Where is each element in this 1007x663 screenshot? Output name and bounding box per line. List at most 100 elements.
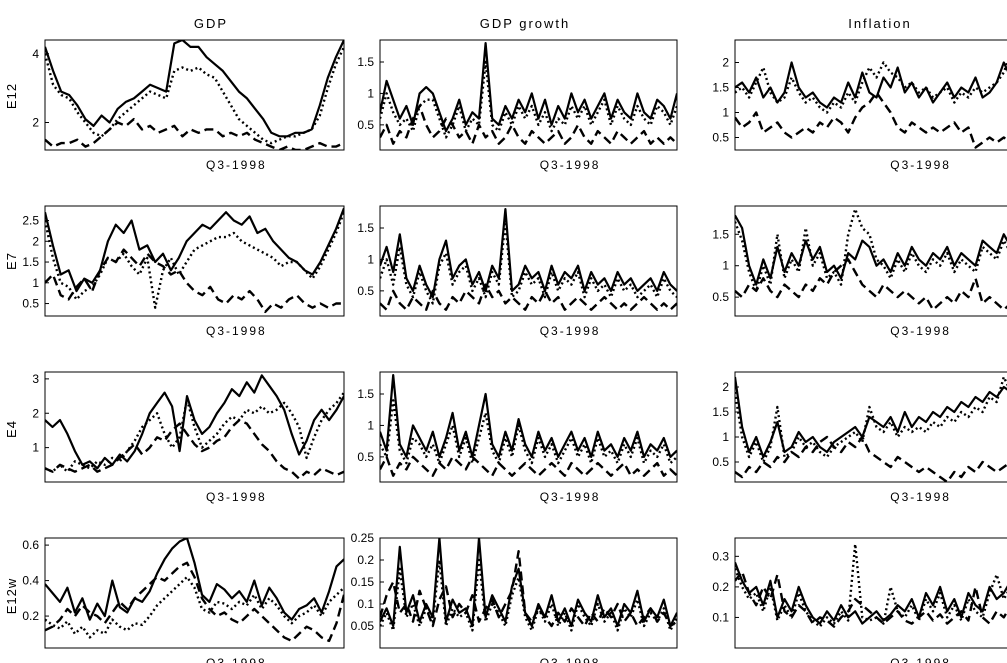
series-line-solid xyxy=(380,41,677,133)
panel-e7-inflation: 0.5 1 1.5 Q3-1998 xyxy=(712,205,1007,338)
x-annotation: Q3-1998 xyxy=(890,158,951,172)
y-tick-label: 0.2 xyxy=(22,609,39,623)
y-tick-label: 1 xyxy=(722,259,729,273)
y-tick-label: 2 xyxy=(32,116,39,130)
series-line-dashed xyxy=(45,418,344,480)
panel-e12w-inflation: 0.1 0.2 0.3 Q3-1998 xyxy=(712,537,1007,663)
y-tick-label: 0.5 xyxy=(357,284,374,298)
x-annotation: Q3-1998 xyxy=(540,656,601,663)
column-title-inflation: Inflation xyxy=(848,16,912,31)
y-tick-label: 1.5 xyxy=(357,55,374,69)
y-tick-label: 1 xyxy=(722,430,729,444)
y-tick-label: 0.1 xyxy=(712,610,729,624)
plot-frame xyxy=(44,537,345,649)
row-labels: E12 E7 E4 E12w xyxy=(4,83,19,614)
y-tick-label: 1.5 xyxy=(712,227,729,241)
panel-e12-inflation: 0.5 1 1.5 2 Q3-1998 xyxy=(712,39,1007,172)
series-line-dotted xyxy=(380,220,677,305)
y-tick-label: 0.1 xyxy=(357,597,374,611)
plot-frame xyxy=(379,205,678,317)
series-line-dotted xyxy=(735,207,1007,293)
y-tick-label: 2 xyxy=(722,380,729,394)
series-group xyxy=(735,59,1007,149)
y-tick-label: 1 xyxy=(367,252,374,266)
panel-e7-gdp: 0.5 1 1.5 2 2.5 Q3-1998 xyxy=(22,205,345,338)
series-line-dashed xyxy=(45,117,344,150)
y-tick-label: 0.2 xyxy=(712,580,729,594)
series-line-dotted xyxy=(380,60,677,139)
panel-e4-gdp: 1 2 3 Q3-1998 xyxy=(32,371,345,504)
y-tick-label: 0.4 xyxy=(22,574,39,588)
row-label-e12: E12 xyxy=(4,83,19,109)
series-group xyxy=(380,374,677,477)
panel-e12w-gdp: 0.2 0.4 0.6 Q3-1998 xyxy=(22,537,345,663)
series-line-dotted xyxy=(380,558,677,632)
y-tick-label: 1 xyxy=(367,418,374,432)
plot-frame xyxy=(734,371,1007,483)
series-group xyxy=(45,207,344,313)
x-annotation: Q3-1998 xyxy=(540,158,601,172)
series-line-dotted xyxy=(735,59,1007,114)
panel-e4-gdp-growth: 0.5 1 1.5 Q3-1998 xyxy=(357,371,678,504)
series-line-dashed xyxy=(735,435,1007,482)
plot-frame xyxy=(379,371,678,483)
series-line-solid xyxy=(45,40,344,138)
series-group xyxy=(380,41,677,145)
y-tick-label: 2 xyxy=(32,406,39,420)
panel-e4-inflation: 0.5 1 1.5 2 Q3-1998 xyxy=(712,371,1007,504)
y-tick-label: 0.05 xyxy=(351,619,375,633)
x-annotation: Q3-1998 xyxy=(890,490,951,504)
y-tick-label: 0.15 xyxy=(351,575,375,589)
x-annotation: Q3-1998 xyxy=(890,324,951,338)
y-tick-label: 0.6 xyxy=(22,538,39,552)
series-line-dashed xyxy=(735,258,1007,311)
column-title-gdp: GDP xyxy=(194,16,228,31)
panel-e12-gdp: 2 4 Q3-1998 xyxy=(32,39,345,172)
y-tick-label: 0.5 xyxy=(712,455,729,469)
panel-e12-gdp-growth: 0.5 1 1.5 Q3-1998 xyxy=(357,39,678,172)
series-line-solid xyxy=(735,376,1007,459)
series-line-dotted xyxy=(45,391,344,473)
series-group xyxy=(380,538,677,632)
series-line-solid xyxy=(380,208,677,299)
y-tick-label: 0.5 xyxy=(712,131,729,145)
panel-e7-gdp-growth: 0.5 1 1.5 Q3-1998 xyxy=(357,205,678,338)
series-line-dashed xyxy=(45,561,344,643)
y-tick-label: 1 xyxy=(32,441,39,455)
x-annotation: Q3-1998 xyxy=(540,490,601,504)
panels: 24Q3-19980.511.5Q3-19980.511.52Q3-19980.… xyxy=(22,39,1007,663)
y-tick-label: 2 xyxy=(32,234,39,248)
plot-frame xyxy=(379,537,678,649)
x-annotation: Q3-1998 xyxy=(206,656,267,663)
series-group xyxy=(45,40,344,150)
plot-frame xyxy=(734,39,1007,151)
y-tick-label: 1.5 xyxy=(357,221,374,235)
y-tick-label: 0.5 xyxy=(712,290,729,304)
plot-frame xyxy=(44,371,345,483)
series-line-dashed xyxy=(735,91,1007,149)
series-group xyxy=(735,542,1007,628)
y-tick-label: 0.3 xyxy=(712,549,729,563)
row-label-e12w: E12w xyxy=(4,578,19,615)
y-tick-label: 0.2 xyxy=(357,553,374,567)
series-line-dotted xyxy=(45,575,344,639)
plot-frame xyxy=(734,537,1007,649)
y-tick-label: 1 xyxy=(367,86,374,100)
series-line-solid xyxy=(380,538,677,628)
plot-frame xyxy=(379,39,678,151)
series-line-dotted xyxy=(45,211,344,309)
series-line-dashed xyxy=(45,248,344,313)
series-line-solid xyxy=(45,207,344,293)
series-line-dashed xyxy=(380,455,677,477)
series-group xyxy=(735,375,1007,482)
panel-e12w-gdp-growth: 0.05 0.1 0.15 0.2 0.25 Q3-1998 xyxy=(351,531,678,663)
y-tick-label: 3 xyxy=(32,372,39,386)
series-line-dashed xyxy=(380,550,677,628)
y-tick-label: 0.25 xyxy=(351,531,375,545)
y-tick-label: 1 xyxy=(722,106,729,120)
y-tick-label: 1.5 xyxy=(22,255,39,269)
y-tick-label: 4 xyxy=(32,47,39,61)
y-tick-label: 1.5 xyxy=(712,405,729,419)
x-annotation: Q3-1998 xyxy=(206,490,267,504)
series-line-dashed xyxy=(380,104,677,145)
